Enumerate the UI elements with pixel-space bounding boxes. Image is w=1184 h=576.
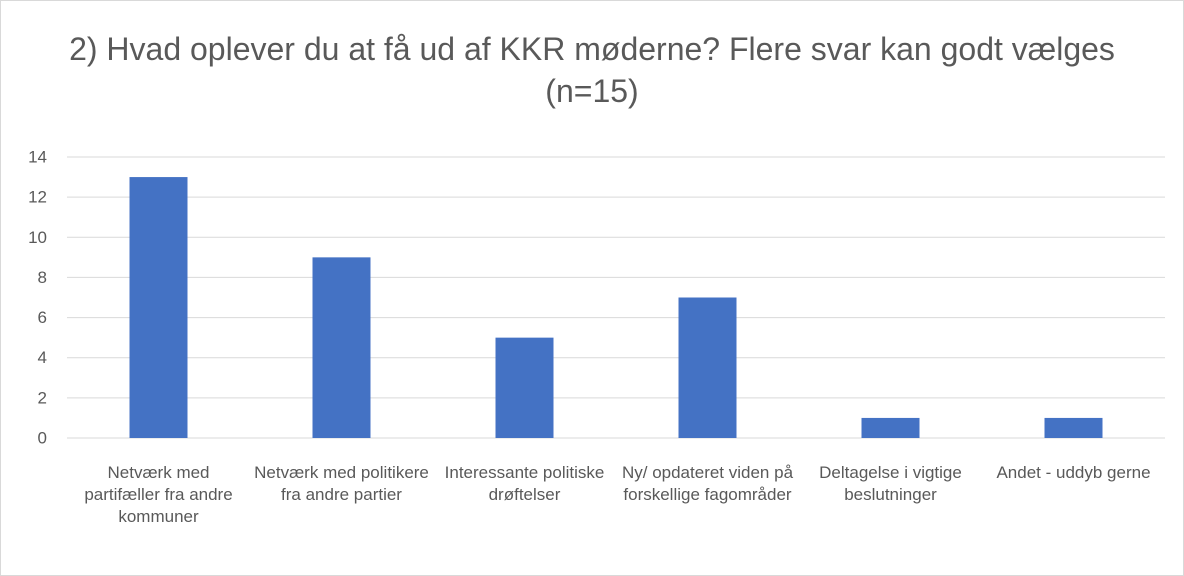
bar	[129, 177, 188, 439]
bar	[495, 337, 554, 438]
bar	[678, 297, 737, 438]
y-tick-label: 6	[38, 308, 47, 327]
bar	[861, 417, 920, 438]
bar	[1044, 417, 1103, 438]
y-tick-label: 14	[28, 147, 47, 166]
x-tick-label: Netværk med partifæller fra andre kommun…	[84, 463, 233, 526]
y-tick-label: 12	[28, 188, 47, 207]
chart-title: 2) Hvad oplever du at få ud af KKR møder…	[69, 31, 1115, 109]
x-tick-label: Deltagelse i vigtige beslutninger	[819, 463, 962, 504]
y-tick-label: 4	[38, 348, 47, 367]
x-tick-label: Netværk med politikere fra andre partier	[254, 463, 429, 504]
y-tick-label: 10	[28, 228, 47, 247]
bar	[312, 257, 371, 438]
y-tick-label: 2	[38, 388, 47, 407]
y-tick-label: 0	[38, 428, 47, 447]
x-tick-label: Ny/ opdateret viden på forskellige fagom…	[621, 463, 794, 504]
y-tick-label: 8	[38, 268, 47, 287]
x-tick-label: Andet - uddyb gerne	[996, 463, 1151, 482]
x-tick-label: Interessante politiske drøftelser	[444, 463, 605, 504]
